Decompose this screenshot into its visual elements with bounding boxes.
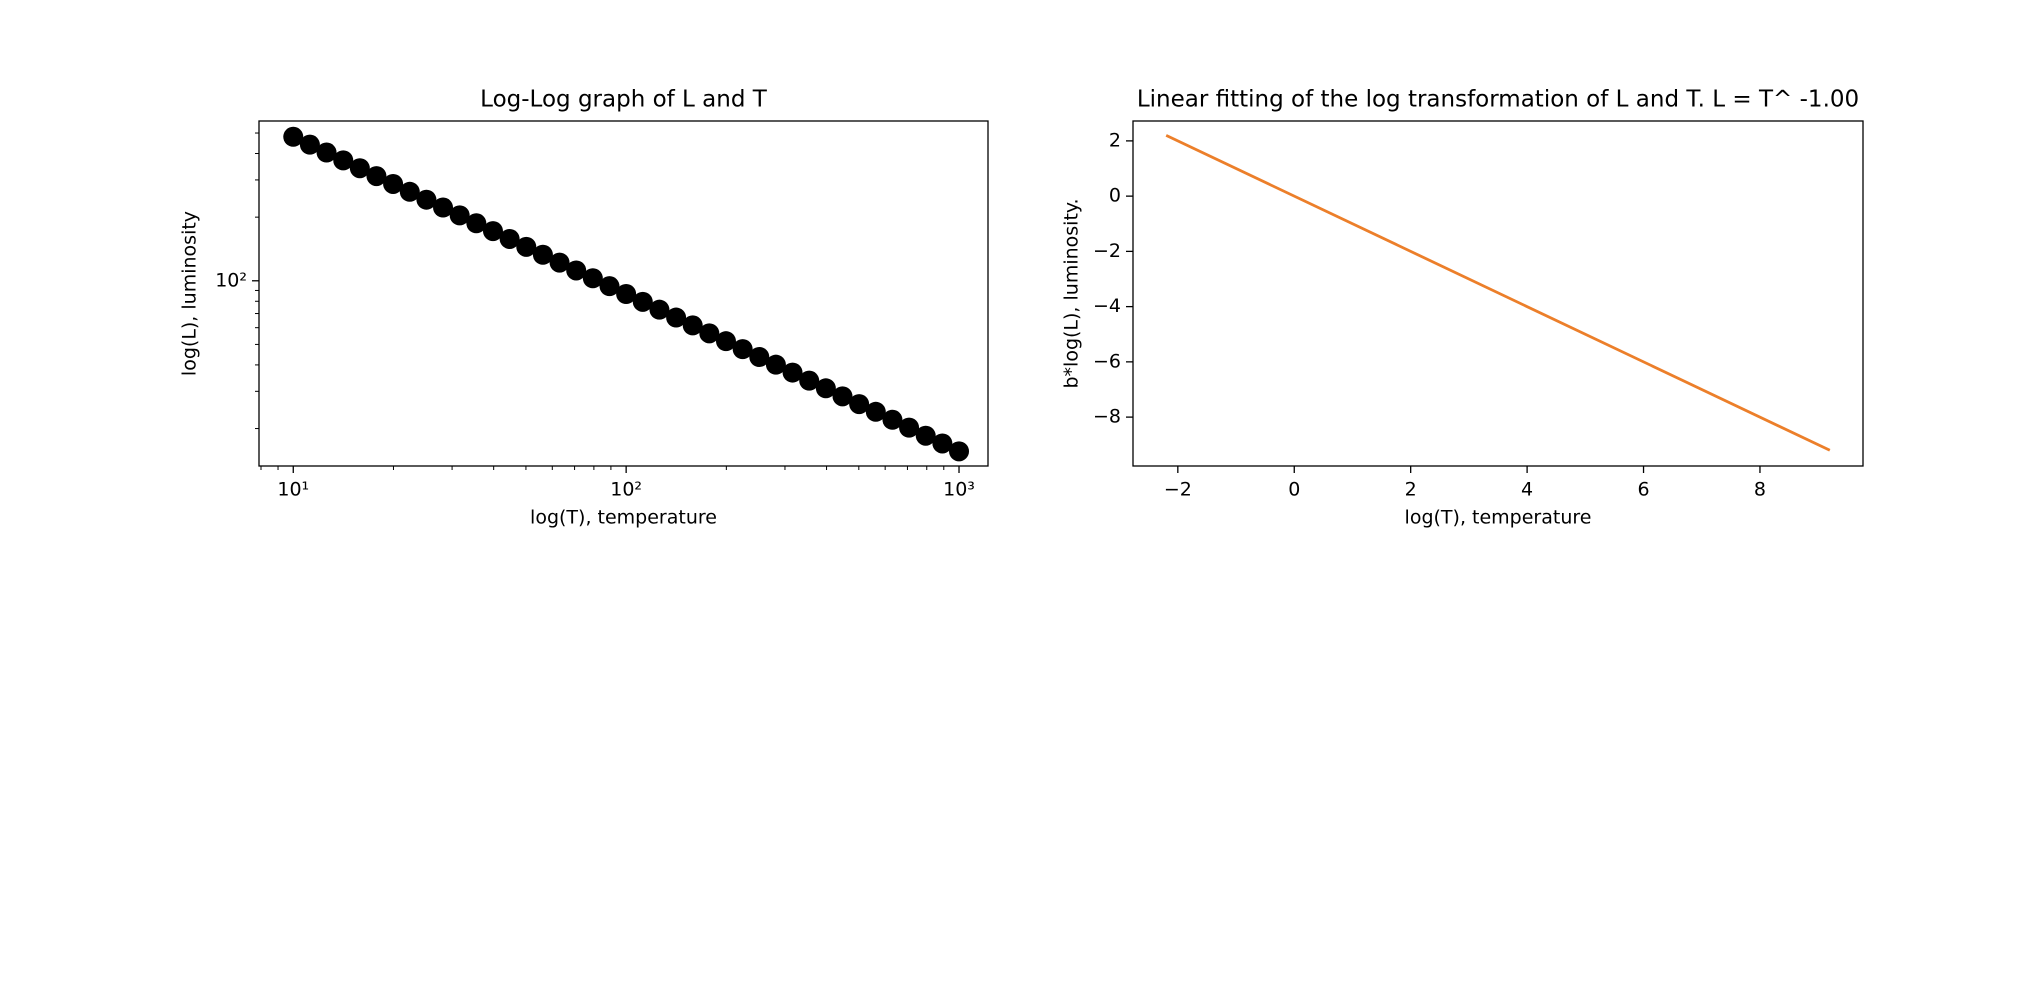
line [1165,134,1831,452]
x-tick-label: 10³ [943,479,975,501]
y-axis-label: log(L), luminosity [179,211,201,376]
x-tick-label: 10² [610,479,642,501]
point [466,213,487,234]
point [915,425,936,446]
y-tick-label: −2 [1093,240,1121,262]
point [715,331,736,352]
point [682,315,703,336]
point [666,307,687,328]
point [815,378,836,399]
point [449,205,470,226]
x-tick-label: 8 [1754,479,1766,501]
point [316,142,337,163]
x-tick-label: −2 [1164,479,1192,501]
point [333,150,354,171]
point [549,252,570,273]
x-tick-label: 6 [1637,479,1649,501]
point [383,173,404,194]
point [799,370,820,391]
point [599,276,620,297]
point [749,346,770,367]
chart-title: Log-Log graph of L and T [480,87,768,113]
point [482,221,503,242]
point [366,166,387,187]
y-axis-label: b*log(L), luminosity. [1061,199,1083,389]
point [632,291,653,312]
point [865,401,886,422]
point [649,299,670,320]
y-tick-label: −4 [1093,295,1121,317]
x-tick-label: 10¹ [277,479,309,501]
point [882,409,903,430]
point [899,417,920,438]
x-axis-label: log(T), temperature [1405,507,1592,529]
y-tick-label: −8 [1093,406,1121,428]
x-tick-label: 2 [1405,479,1417,501]
point [732,339,753,360]
point [765,354,786,375]
point [932,433,953,454]
y-tick-label: 2 [1109,129,1121,151]
plot-frame [258,120,989,467]
point [582,268,603,289]
point [849,394,870,415]
y-tick-label: −6 [1093,350,1121,372]
y-tick-label: 0 [1109,185,1121,207]
point [616,283,637,304]
point [782,362,803,383]
x-tick-label: 0 [1288,479,1300,501]
chart-title: Linear fitting of the log transformation… [1137,87,1859,113]
point [566,260,587,281]
point [399,181,420,202]
y-tick-label: 10² [215,269,247,291]
x-axis-label: log(T), temperature [530,507,717,529]
point [433,197,454,218]
point [949,441,970,462]
point [299,134,320,155]
point [349,158,370,179]
plot-frame [1132,120,1864,467]
point [416,189,437,210]
point [283,126,304,147]
point [699,323,720,344]
point [516,236,537,257]
point [832,386,853,407]
point [532,244,553,265]
x-tick-label: 4 [1521,479,1533,501]
point [499,228,520,249]
